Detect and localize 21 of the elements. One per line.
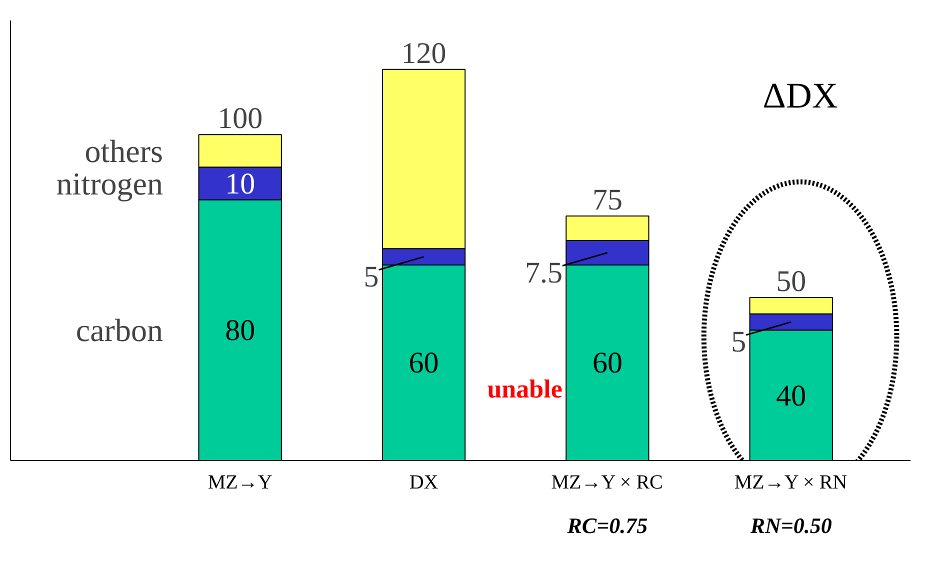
- x-tick-label: MZ→Y × RC: [551, 472, 663, 494]
- text: RN=0.50: [749, 513, 832, 538]
- total-label: 120: [401, 36, 446, 70]
- total-label: 75: [592, 184, 622, 217]
- total-label: 100: [218, 102, 263, 136]
- series-label: carbon: [76, 312, 163, 348]
- text: RC=0.75: [566, 513, 648, 538]
- x-tick-label: MZ→Y: [208, 472, 272, 494]
- data-label: 40: [776, 379, 806, 412]
- total-label: 50: [776, 265, 806, 298]
- x-tick-label: MZ→Y × RN: [734, 472, 848, 494]
- data-label: 80: [225, 314, 256, 348]
- data-label: 5: [731, 326, 746, 359]
- annotation: unable: [487, 374, 562, 404]
- data-label: 10: [225, 167, 256, 200]
- data-label: 60: [592, 346, 622, 380]
- annotation: ΔDX: [762, 75, 838, 116]
- x-tick-label: DX: [409, 472, 439, 494]
- data-label: 60: [408, 346, 439, 380]
- data-label: 7.5: [524, 256, 562, 290]
- data-label: 5: [364, 260, 379, 294]
